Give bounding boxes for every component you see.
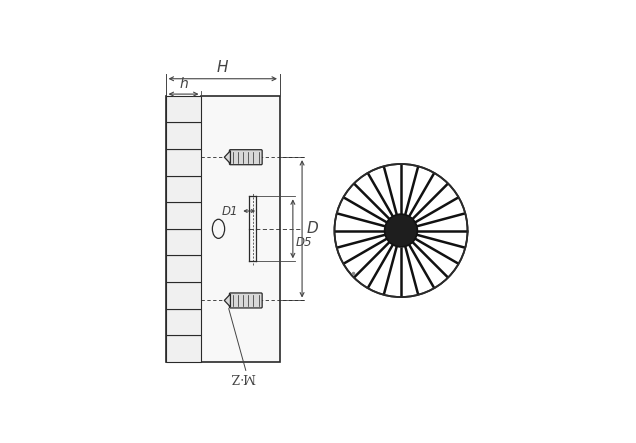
Bar: [165, 202, 202, 229]
Text: M·Z: M·Z: [230, 370, 255, 383]
Polygon shape: [225, 151, 230, 163]
Bar: [165, 309, 202, 335]
FancyBboxPatch shape: [230, 150, 262, 165]
Bar: [165, 229, 202, 256]
Text: D: D: [306, 222, 318, 236]
Text: H: H: [217, 60, 228, 75]
Text: D1: D1: [222, 205, 238, 218]
Bar: [165, 175, 202, 202]
Bar: [165, 149, 202, 175]
Bar: [165, 256, 202, 282]
Polygon shape: [225, 294, 230, 307]
Ellipse shape: [335, 164, 467, 297]
FancyBboxPatch shape: [230, 293, 262, 308]
Bar: [165, 335, 202, 362]
Ellipse shape: [385, 214, 417, 247]
Bar: [165, 122, 202, 149]
Text: h: h: [179, 77, 188, 91]
Bar: [202, 96, 280, 362]
Bar: [165, 96, 202, 122]
Bar: [165, 282, 202, 309]
Text: D5: D5: [296, 236, 312, 249]
